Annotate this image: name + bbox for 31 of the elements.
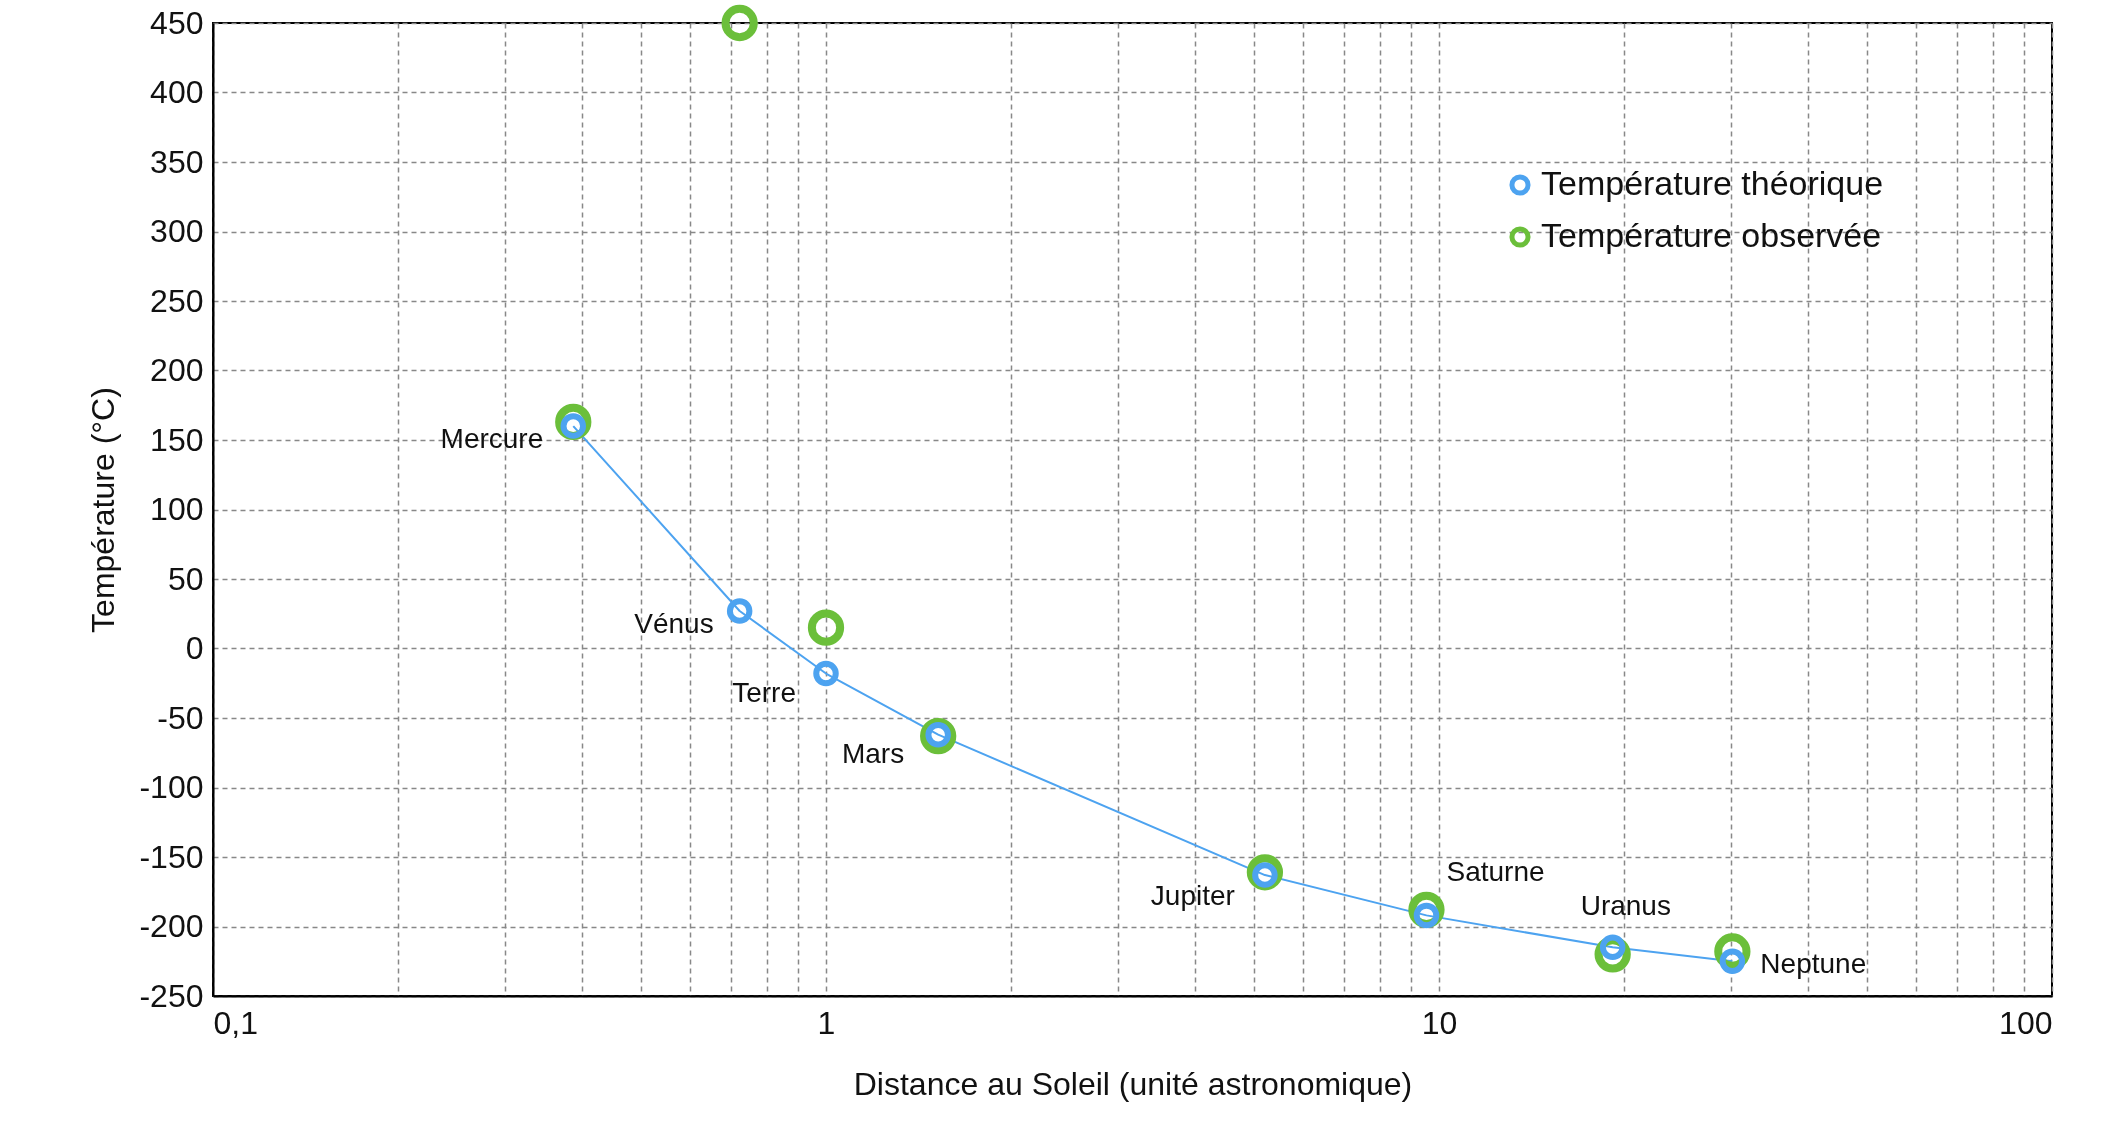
annotation: Terre [732, 676, 796, 708]
y-tick-label: 200 [150, 352, 204, 388]
x-tick-label: 1 [817, 1004, 836, 1041]
annotation: Uranus [1580, 890, 1671, 922]
y-tick-label: 350 [150, 143, 204, 180]
x-tick-label: 100 [1999, 1004, 2053, 1041]
y-tick-label: 150 [150, 421, 204, 458]
legend-label: Température théorique [1541, 164, 1884, 202]
y-tick-label: 100 [150, 491, 204, 527]
annotation: Vénus [634, 607, 714, 639]
annotation: Mars [841, 737, 905, 769]
y-tick-label: 250 [150, 282, 204, 319]
y-tick-label: -150 [139, 838, 204, 875]
y-axis-title: Température (°C) [85, 387, 122, 633]
annotation: Neptune [1760, 948, 1867, 980]
y-tick-label: 50 [167, 560, 204, 597]
y-tick-label: 0 [185, 630, 204, 666]
annotation: Jupiter [1150, 880, 1235, 912]
x-axis-title: Distance au Soleil (unité astronomique) [853, 1065, 1413, 1102]
y-tick-label: 400 [150, 74, 204, 110]
annotation: Mercure [440, 423, 544, 455]
y-tick-label: -50 [157, 699, 204, 736]
y-tick-label: -200 [139, 908, 204, 944]
y-tick-label: 300 [150, 213, 204, 249]
y-tick-label: -100 [139, 769, 204, 805]
y-tick-label: 450 [150, 4, 204, 41]
x-tick-label: 0,1 [213, 1004, 258, 1041]
x-tick-label: 10 [1421, 1004, 1458, 1041]
legend-label: Température observée [1541, 216, 1882, 254]
y-tick-label: -250 [139, 977, 204, 1014]
annotation: Saturne [1446, 856, 1545, 888]
